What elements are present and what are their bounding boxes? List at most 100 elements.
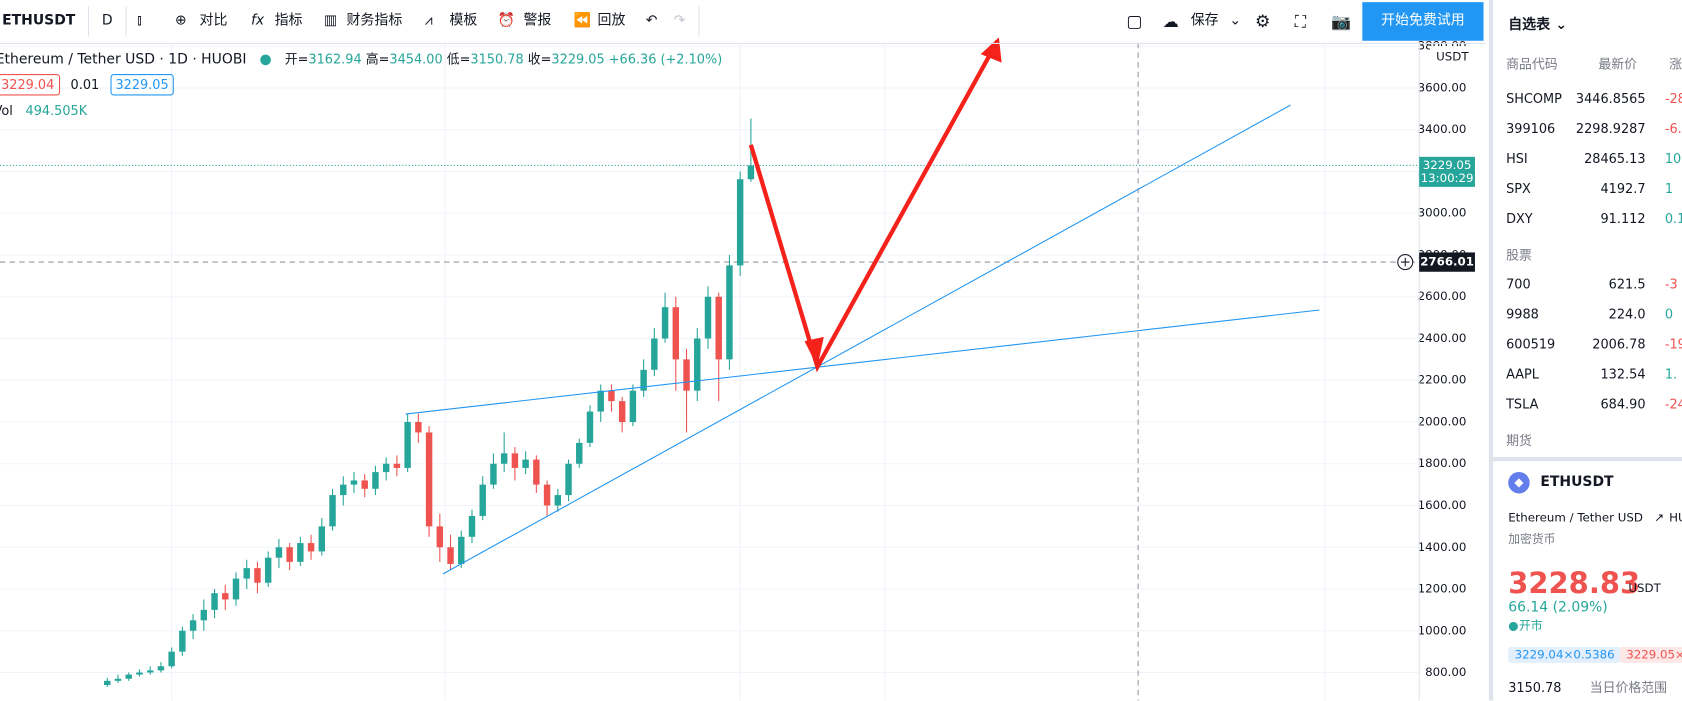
undo[interactable]: ↶ — [645, 12, 658, 29]
candle-body — [565, 463, 572, 496]
indicators[interactable]: 指标 — [274, 12, 303, 29]
candle-body — [576, 442, 583, 464]
ask[interactable]: 3229.05 — [110, 74, 175, 96]
cloud-icon[interactable]: ☁ — [1162, 11, 1179, 32]
volume-row: Vol 494.505K — [0, 99, 722, 123]
cell: TSLA — [1506, 396, 1539, 412]
watch-row[interactable]: 399106 2298.9287 -6.71 — [1493, 114, 1682, 144]
side-panel: 自选表⌄ 商品代码 最新价 涨 SHCOMP 3446.8565 -28.04 399… — [1488, 0, 1682, 701]
watch-header: 商品代码 最新价 涨 — [1493, 49, 1682, 79]
watchlist-title[interactable]: 自选表 ⌄ — [1508, 11, 1682, 41]
detail-symbol: ETHUSDT — [1540, 468, 1682, 498]
layout-icon[interactable]: ▢ — [1126, 10, 1143, 32]
symbol[interactable]: ETHUSDT — [2, 12, 76, 29]
candle-body — [157, 666, 165, 671]
text: 66.14 (2.09%) — [1508, 599, 1608, 616]
col: 最新价 — [1598, 56, 1637, 72]
last-price-bg — [1419, 156, 1475, 187]
redo[interactable]: ↷ — [673, 12, 686, 29]
candle-body — [415, 421, 422, 433]
compare[interactable]: 对比 — [199, 12, 228, 29]
save[interactable]: 保存 — [1190, 12, 1219, 29]
candle-body — [318, 526, 326, 552]
cell: 28465.13 — [1584, 151, 1646, 167]
save-menu[interactable]: ⌄ — [1229, 12, 1242, 29]
label: 期货 — [1506, 433, 1532, 449]
candle-body — [350, 480, 358, 485]
currency-bg — [1429, 46, 1473, 64]
coin-icon: ◆ — [1508, 471, 1530, 494]
candle-body — [136, 672, 143, 675]
text: 3228.83 — [1508, 567, 1641, 601]
plus — [1400, 257, 1410, 267]
countdown: 13:00:29 — [1421, 171, 1474, 185]
cell: 399106 — [1506, 121, 1556, 137]
cell: 4192.7 — [1600, 181, 1646, 197]
candle-icon[interactable]: ⫾ — [137, 12, 142, 29]
alert-icon[interactable]: ⏰ — [497, 12, 516, 29]
vol-label: Vol — [0, 102, 13, 118]
text: 当日价格范围 — [1589, 680, 1667, 696]
interval[interactable]: D — [101, 12, 113, 29]
candle-body — [264, 557, 272, 583]
candle-body — [500, 453, 508, 464]
icon: ↗ — [1654, 510, 1664, 525]
label: 低= — [446, 51, 471, 67]
cell: 621.5 — [1608, 276, 1646, 292]
y-tick-label: 3000.00 — [1418, 206, 1467, 220]
alerts[interactable]: 警报 — [523, 12, 552, 29]
candle-body — [307, 543, 315, 552]
watch-row[interactable]: AAPL 132.54 1. — [1493, 359, 1682, 389]
candle-body — [490, 463, 497, 485]
divider — [1493, 456, 1682, 462]
candle-body — [747, 165, 755, 180]
candle-body — [683, 359, 690, 391]
candle-body — [715, 296, 722, 360]
crosshair-label: 2766.01 — [1420, 255, 1474, 269]
templates[interactable]: 模板 — [449, 12, 478, 29]
text: Ethereum / Tether USD — [1508, 510, 1643, 525]
y-tick-label: 1200.00 — [1418, 582, 1467, 596]
candle-body — [254, 568, 261, 583]
text: 开市 — [1518, 618, 1543, 633]
watch-row[interactable]: 9988 224.0 0 — [1493, 299, 1682, 329]
ohlc-values: 开=3162.94 高=3454.00 低=3150.78 收=3229.05 … — [285, 51, 722, 66]
indicator-icon[interactable]: fx — [251, 12, 265, 29]
cell: HSI — [1506, 151, 1528, 167]
watch-row[interactable]: TSLA 684.90 -24. — [1493, 389, 1682, 419]
watch-row[interactable]: 600519 2006.78 -19. — [1493, 329, 1682, 359]
cell: AAPL — [1506, 366, 1539, 382]
status-dot: ● — [259, 51, 272, 68]
trial-button[interactable]: 开始免费试用 — [1362, 2, 1484, 41]
cell: -28.04 — [1664, 91, 1682, 107]
symbol-name: Ethereum / Tether USD · 1D · HUOBI — [0, 51, 247, 68]
replay[interactable]: 回放 — [597, 12, 626, 29]
cell: 2298.9287 — [1575, 121, 1646, 137]
candle-body — [436, 526, 444, 548]
watch-row[interactable]: SHCOMP 3446.8565 -28.04 — [1493, 84, 1682, 114]
candle-body — [393, 463, 401, 468]
compare-icon[interactable]: ⊕ — [174, 12, 187, 29]
label: 收= — [527, 51, 552, 67]
financials-icon[interactable]: ▥ — [323, 12, 338, 29]
cell: -19. — [1664, 336, 1682, 352]
settings[interactable]: ⚙ — [1255, 10, 1271, 32]
crosshair-label-bg — [1419, 252, 1475, 272]
watch-row[interactable]: HSI 28465.13 107. — [1493, 144, 1682, 174]
candle-body — [179, 630, 186, 652]
text: USDT — [1628, 581, 1661, 596]
watch-row[interactable]: SPX 4192.7 1 — [1493, 174, 1682, 204]
financials[interactable]: 财务指标 — [346, 12, 403, 29]
watch-row[interactable]: DXY 91.112 0.1 — [1493, 204, 1682, 234]
cell: 224.0 — [1608, 306, 1646, 322]
replay-icon[interactable]: ⏪ — [573, 12, 592, 29]
fullscreen[interactable]: ⛶ — [1294, 11, 1307, 32]
template-icon[interactable]: ⩘ — [424, 12, 433, 29]
cell: 0 — [1664, 306, 1674, 322]
cell: 1. — [1664, 366, 1678, 382]
snapshot[interactable]: 📷 — [1331, 11, 1352, 32]
bid[interactable]: 3229.04 — [0, 74, 60, 96]
dot: ● — [1508, 618, 1519, 633]
watch-row[interactable]: 700 621.5 -3 — [1493, 269, 1682, 299]
